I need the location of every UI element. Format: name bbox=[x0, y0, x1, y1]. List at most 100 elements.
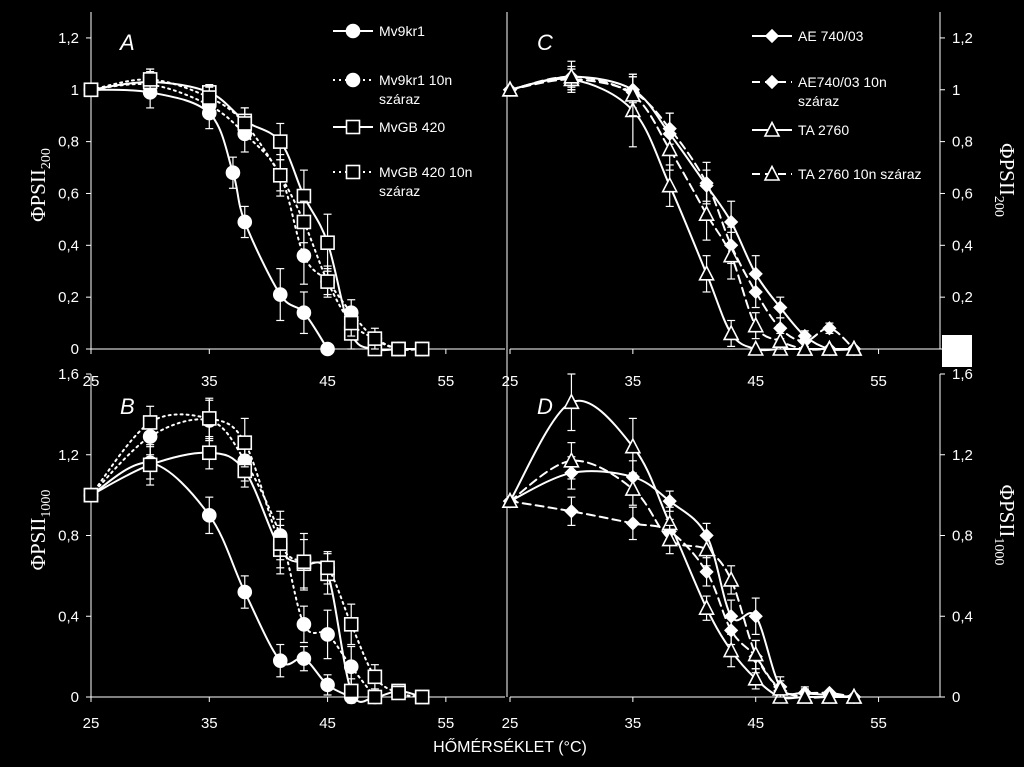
legend-item: TA 2760 10n száraz bbox=[752, 164, 921, 182]
y-tick-label: 1,2 bbox=[58, 30, 79, 47]
series-line bbox=[509, 459, 855, 699]
data-point bbox=[237, 214, 253, 230]
data-point bbox=[237, 435, 253, 450]
y-tick-label: 0 bbox=[952, 689, 960, 706]
legend-marker bbox=[763, 120, 781, 137]
data-point bbox=[296, 214, 312, 230]
data-point bbox=[320, 560, 335, 576]
data-point bbox=[237, 584, 253, 600]
data-point bbox=[722, 246, 740, 263]
y-tick-label: 0 bbox=[71, 689, 79, 706]
data-point bbox=[747, 669, 765, 686]
y-tick-label: 0,8 bbox=[58, 528, 79, 545]
y-tick-label: 0,8 bbox=[58, 134, 79, 151]
x-tick-label: 35 bbox=[201, 715, 218, 732]
series-d-3 bbox=[501, 442, 863, 704]
legend-label-line: AE740/03 10n bbox=[798, 74, 887, 90]
data-point bbox=[698, 204, 715, 221]
data-point bbox=[296, 248, 312, 263]
data-point bbox=[748, 284, 763, 300]
legend-label: TA 2760 bbox=[798, 122, 849, 138]
legend-label-line: száraz bbox=[379, 183, 420, 199]
data-point bbox=[142, 72, 158, 87]
data-point bbox=[771, 331, 789, 349]
data-point bbox=[661, 176, 679, 193]
y-tick-label: 1 bbox=[952, 82, 960, 99]
legend-item: TA 2760 bbox=[752, 120, 849, 138]
y-tick-label: 1,6 bbox=[952, 366, 973, 383]
data-point bbox=[225, 165, 241, 181]
legend-label: Mv9kr1 10n száraz bbox=[379, 72, 452, 107]
panel-d: 0 0,4 0,8 1,2 1,6 25 35 45 55 D bbox=[502, 366, 973, 732]
data-point bbox=[83, 487, 99, 503]
panel-c: 0,2 0,4 0,6 0,8 1 1,2 25 35 45 55 C bbox=[502, 12, 973, 390]
data-point bbox=[201, 445, 217, 461]
y-axis-label-top-right: ΦPSII200 bbox=[991, 143, 1019, 217]
data-point bbox=[414, 341, 430, 357]
panel-b: 0 0,4 0,8 1,2 1,6 25 35 45 55 B bbox=[58, 366, 505, 732]
x-tick-label: 55 bbox=[438, 373, 455, 390]
data-point bbox=[320, 627, 335, 642]
data-point bbox=[747, 645, 765, 662]
data-point bbox=[698, 540, 715, 557]
y-tick-label: 0,6 bbox=[58, 185, 79, 202]
data-point bbox=[296, 305, 312, 321]
y-label-main: ΦPSII bbox=[995, 143, 1019, 196]
data-point bbox=[771, 679, 789, 696]
data-point bbox=[272, 653, 288, 668]
x-tick-label: 25 bbox=[502, 373, 519, 390]
legend-label-line: MvGB 420 10n bbox=[379, 164, 472, 180]
data-point bbox=[796, 339, 814, 356]
data-point bbox=[501, 80, 519, 97]
data-point bbox=[320, 677, 335, 693]
x-tick-label: 45 bbox=[747, 373, 764, 390]
legend-label-line: száraz bbox=[798, 93, 839, 109]
data-point bbox=[624, 85, 642, 102]
data-point bbox=[343, 617, 359, 632]
data-point bbox=[821, 687, 838, 704]
x-tick-label: 25 bbox=[502, 715, 519, 732]
x-tick-label: 55 bbox=[870, 715, 887, 732]
data-point bbox=[296, 617, 312, 632]
legend-label-line: száraz bbox=[379, 91, 420, 107]
y-tick-label: 1,2 bbox=[952, 447, 973, 464]
y-tick-label: 1 bbox=[71, 82, 79, 99]
y-label-sub: 1000 bbox=[39, 490, 54, 518]
legend-item: Mv9kr1 bbox=[333, 23, 425, 39]
y-tick-label: 0,8 bbox=[952, 528, 973, 545]
y-axis-label-top-left: ΦPSII200 bbox=[26, 148, 54, 222]
data-point bbox=[343, 315, 359, 331]
panel-letter: B bbox=[120, 394, 135, 419]
legend-marker bbox=[764, 74, 780, 90]
data-point bbox=[748, 609, 763, 624]
legend-label: Mv9kr1 bbox=[379, 23, 425, 39]
data-point bbox=[201, 90, 217, 105]
legend-label: MvGB 420 10n száraz bbox=[379, 164, 472, 199]
data-point bbox=[845, 339, 863, 356]
legend-right: AE 740/03 AE740/03 10n száraz TA 2760 TA 276… bbox=[752, 28, 921, 182]
y-label-sub: 1000 bbox=[991, 537, 1006, 565]
data-point bbox=[320, 235, 335, 251]
y-tick-label: 1,6 bbox=[58, 366, 79, 383]
data-point bbox=[624, 437, 642, 454]
data-point bbox=[501, 491, 519, 508]
legend-item: Mv9kr1 10n száraz bbox=[333, 72, 452, 107]
data-point bbox=[367, 669, 383, 685]
y-axis-label-bottom-left: ΦPSII1000 bbox=[26, 490, 54, 571]
x-tick-label: 55 bbox=[870, 373, 887, 390]
data-point bbox=[414, 689, 430, 705]
data-point bbox=[796, 687, 814, 704]
x-tick-label: 55 bbox=[438, 715, 455, 732]
legend-left: Mv9kr1 Mv9kr1 10n száraz MvGB 420 MvGB 420 1… bbox=[333, 23, 472, 199]
square-marker-decoration bbox=[942, 335, 972, 367]
legend-label-line: Mv9kr1 10n bbox=[379, 72, 452, 88]
legend-item: MvGB 420 bbox=[333, 119, 445, 135]
panel-letter: A bbox=[118, 30, 135, 55]
data-point bbox=[698, 264, 715, 281]
data-point bbox=[296, 188, 312, 204]
data-point bbox=[272, 168, 288, 183]
series-a-3 bbox=[83, 68, 430, 357]
legend-item: AE740/03 10n száraz bbox=[752, 74, 887, 109]
y-label-sub: 200 bbox=[991, 196, 1006, 217]
x-tick-label: 35 bbox=[201, 373, 218, 390]
